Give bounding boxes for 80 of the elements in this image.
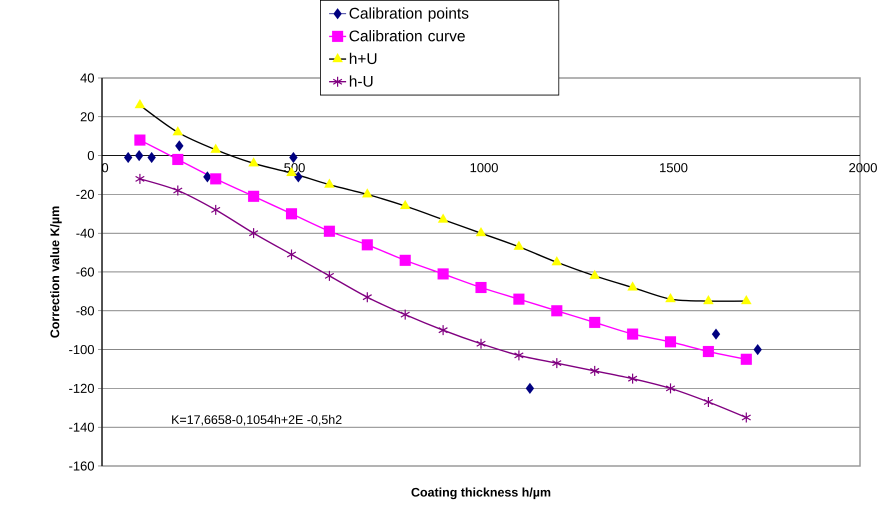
point: [589, 316, 600, 328]
point: [210, 144, 221, 153]
point: [400, 254, 411, 266]
y-tick-label: -60: [76, 267, 94, 277]
x-tick-label: 1000: [470, 163, 498, 172]
x-tick-label: 1500: [660, 163, 688, 172]
point: [589, 270, 600, 279]
point: [175, 140, 184, 152]
point: [475, 282, 487, 294]
point: [514, 240, 524, 250]
point: [134, 173, 145, 184]
point: [438, 268, 449, 280]
point: [741, 295, 752, 304]
point: [665, 293, 676, 302]
point: [551, 305, 562, 316]
point: [526, 382, 534, 394]
point: [172, 126, 184, 136]
point: [753, 344, 762, 356]
point: [172, 154, 184, 166]
point: [702, 346, 714, 358]
legend-label: Calibration points: [350, 7, 468, 22]
point: [172, 184, 183, 196]
point: [286, 248, 296, 260]
point: [438, 214, 448, 223]
point: [203, 171, 212, 182]
point: [289, 152, 298, 164]
y-tick-label: -160: [69, 461, 94, 471]
legend-label: Calibration curve: [350, 30, 465, 42]
point: [514, 350, 524, 362]
point: [476, 227, 486, 236]
x-tick-label: 2000: [849, 163, 877, 172]
annotation: K=17,6658-0,1054h+2E -0,5h2: [172, 414, 342, 426]
point: [362, 292, 372, 303]
point: [712, 328, 720, 340]
point: [628, 373, 638, 384]
point: [664, 336, 676, 348]
point: [147, 152, 156, 164]
point: [324, 178, 335, 188]
point: [362, 239, 373, 250]
point: [210, 173, 222, 184]
legend-label: h-U: [350, 75, 372, 87]
point: [134, 150, 144, 162]
point: [324, 226, 335, 237]
point: [590, 365, 600, 377]
y-tick-label: -140: [69, 422, 94, 432]
point: [438, 324, 448, 336]
y-tick-label: -120: [69, 384, 94, 393]
point: [552, 256, 562, 266]
point: [134, 99, 146, 108]
point: [703, 295, 714, 304]
point: [362, 188, 373, 198]
point: [286, 208, 298, 220]
point: [627, 328, 638, 340]
point: [210, 204, 221, 216]
point: [400, 200, 410, 210]
point: [741, 412, 752, 424]
y-tick-label: 20: [80, 112, 94, 122]
y-tick-label: 0: [88, 150, 94, 160]
point: [248, 157, 259, 166]
y-tick-label: 40: [80, 73, 94, 83]
point: [552, 358, 562, 369]
x-axis-title: Coating thickness h/µm: [412, 487, 550, 500]
point: [703, 396, 714, 408]
point: [134, 134, 146, 146]
y-axis-title: Correction value K/µm: [50, 206, 62, 338]
y-tick-label: -100: [69, 344, 94, 354]
point: [400, 309, 410, 320]
point: [627, 281, 638, 291]
point: [248, 190, 260, 202]
y-tick-label: -40: [76, 228, 94, 238]
y-tick-label: -80: [76, 306, 94, 316]
point: [324, 270, 334, 282]
point: [740, 354, 752, 365]
legend-label: h+U: [350, 52, 376, 64]
point: [513, 294, 524, 305]
point: [666, 382, 676, 394]
point: [124, 152, 132, 164]
y-tick-label: -20: [76, 190, 94, 199]
point: [248, 228, 259, 239]
point: [476, 338, 486, 350]
